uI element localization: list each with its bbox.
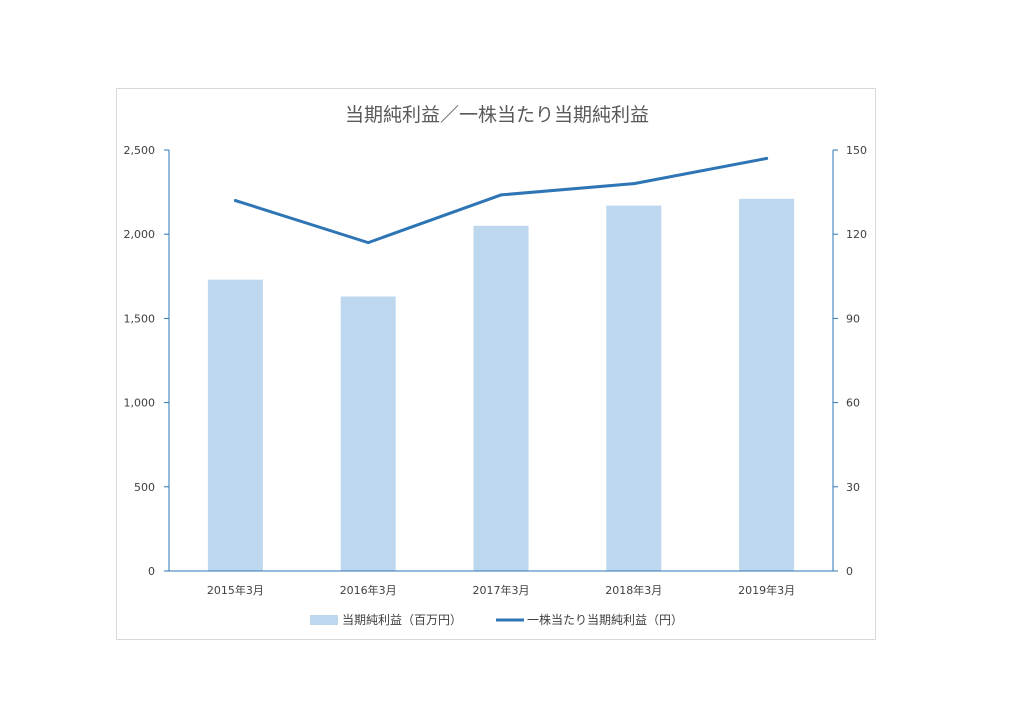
chart-title: 当期純利益／一株当たり当期純利益 bbox=[345, 104, 649, 126]
eps-point-3 bbox=[632, 182, 636, 186]
eps-point-1 bbox=[366, 241, 370, 245]
x-tick-label-1: 2016年3月 bbox=[340, 583, 397, 597]
chart-svg: 当期純利益／一株当たり当期純利益 0 500 1,000 1,500 2,000 2,50… bbox=[124, 104, 868, 627]
eps-point-0 bbox=[233, 199, 237, 203]
bar-1 bbox=[340, 296, 396, 571]
x-tick-label-0: 2015年3月 bbox=[207, 583, 264, 597]
right-tick-label-5: 150 bbox=[846, 144, 867, 157]
legend: 当期純利益（百万円） 一株当たり当期純利益（円） bbox=[310, 612, 683, 627]
right-tick-label-4: 120 bbox=[846, 228, 867, 241]
left-tick-label-3: 1,500 bbox=[124, 312, 156, 325]
legend-swatch-bar bbox=[310, 615, 338, 625]
eps-point-4 bbox=[765, 156, 769, 160]
x-tick-label-2: 2017年3月 bbox=[473, 583, 530, 597]
axis-layer: 0 500 1,000 1,500 2,000 2,500 0 30 60 90 120 150 201… bbox=[124, 144, 868, 597]
right-tick-label-2: 60 bbox=[846, 397, 860, 410]
legend-label-bar: 当期純利益（百万円） bbox=[342, 613, 462, 627]
plot-layer bbox=[207, 156, 795, 571]
bar-3 bbox=[606, 205, 662, 571]
left-tick-label-2: 1,000 bbox=[124, 397, 156, 410]
left-tick-label-5: 2,500 bbox=[124, 144, 156, 157]
chart-frame: 当期純利益／一株当たり当期純利益 0 500 1,000 1,500 2,000 2,50… bbox=[116, 88, 876, 640]
bar-2 bbox=[473, 225, 529, 571]
left-tick-label-0: 0 bbox=[148, 565, 155, 578]
legend-label-line: 一株当たり当期純利益（円） bbox=[527, 612, 683, 627]
right-tick-label-0: 0 bbox=[846, 565, 853, 578]
bar-4 bbox=[739, 198, 795, 571]
right-tick-label-3: 90 bbox=[846, 312, 860, 325]
x-tick-label-4: 2019年3月 bbox=[738, 583, 795, 597]
x-tick-label-3: 2018年3月 bbox=[605, 583, 662, 597]
right-tick-label-1: 30 bbox=[846, 481, 860, 494]
bar-0 bbox=[207, 279, 263, 571]
left-tick-label-1: 500 bbox=[134, 481, 155, 494]
left-tick-label-4: 2,000 bbox=[124, 228, 156, 241]
eps-point-2 bbox=[499, 193, 503, 197]
